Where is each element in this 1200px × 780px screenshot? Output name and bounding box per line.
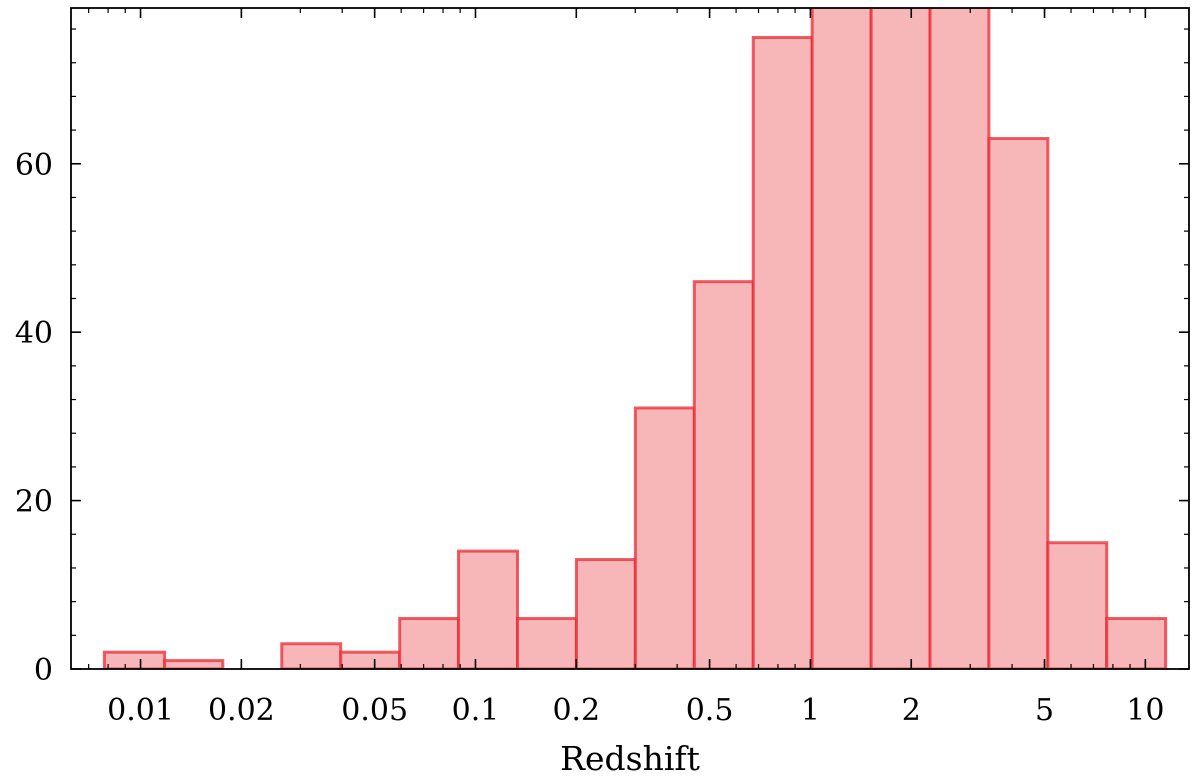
y-tick-label: 20 bbox=[15, 485, 53, 520]
histogram-bar bbox=[398, 616, 461, 669]
x-tick-label: 1 bbox=[801, 693, 820, 728]
histogram-bar bbox=[1046, 541, 1109, 669]
x-tick-label: 0.01 bbox=[107, 693, 174, 728]
x-tick-label: 0.2 bbox=[552, 693, 600, 728]
x-tick-label: 0.02 bbox=[208, 693, 275, 728]
histogram-bar bbox=[1105, 616, 1168, 669]
plot-frame bbox=[70, 7, 1190, 670]
histogram-bars bbox=[102, 8, 1168, 669]
x-tick-label: 0.1 bbox=[452, 693, 500, 728]
histogram-bar bbox=[633, 406, 696, 669]
histogram-bar bbox=[102, 650, 167, 669]
histogram-bar bbox=[751, 35, 814, 669]
histogram-bar bbox=[987, 137, 1050, 669]
major-ticks bbox=[71, 8, 1189, 670]
histogram-bar bbox=[516, 616, 578, 669]
histogram-bar bbox=[692, 280, 755, 669]
x-tick-label: 10 bbox=[1126, 693, 1164, 728]
histogram-bar bbox=[280, 642, 343, 669]
y-tick-label: 40 bbox=[15, 316, 53, 351]
x-tick-label: 2 bbox=[902, 693, 921, 728]
y-tick-label: 60 bbox=[15, 148, 53, 183]
histogram-bar bbox=[339, 650, 402, 669]
histogram-bar bbox=[810, 8, 873, 669]
histogram-bar bbox=[457, 549, 519, 669]
y-tick-label: 0 bbox=[34, 653, 53, 688]
histogram-bar bbox=[163, 659, 225, 669]
histogram-bar bbox=[928, 8, 991, 669]
x-tick-labels: 0.01 0.02 0.05 0.1 0.2 0.5 1 2 5 10 bbox=[107, 693, 1164, 728]
x-tick-label: 5 bbox=[1035, 693, 1054, 728]
x-tick-label: 0.05 bbox=[341, 693, 408, 728]
y-tick-labels: 0 20 40 60 bbox=[15, 148, 53, 688]
histogram-bar bbox=[574, 558, 637, 669]
x-axis-title: Redshift bbox=[560, 739, 700, 778]
histogram-bar bbox=[869, 8, 932, 669]
x-tick-label: 0.5 bbox=[686, 693, 734, 728]
